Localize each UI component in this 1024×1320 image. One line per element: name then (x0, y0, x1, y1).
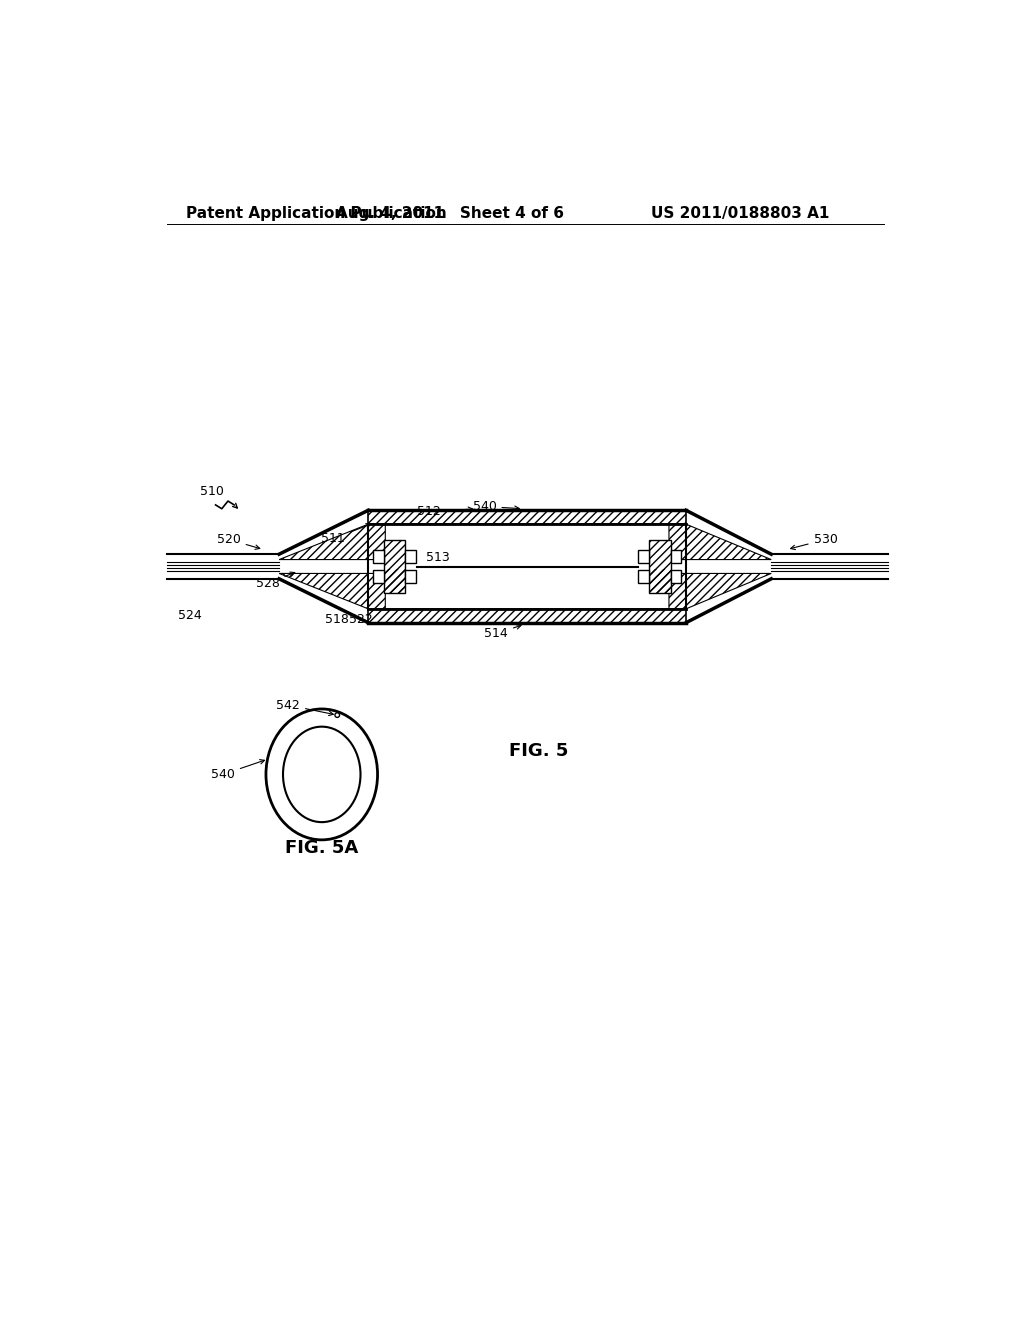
Text: FIG. 5A: FIG. 5A (285, 838, 358, 857)
Text: 514: 514 (484, 624, 521, 640)
Text: Aug. 4, 2011   Sheet 4 of 6: Aug. 4, 2011 Sheet 4 of 6 (336, 206, 563, 222)
Bar (638, 570, 649, 582)
Polygon shape (280, 573, 385, 609)
Text: FIG. 5: FIG. 5 (509, 742, 568, 760)
Bar (671, 550, 681, 562)
Text: 540: 540 (472, 500, 519, 513)
Bar (369, 609, 686, 623)
Text: 522: 522 (348, 614, 373, 627)
Bar (369, 524, 686, 609)
Bar (671, 570, 681, 582)
Text: 528: 528 (256, 572, 295, 590)
Bar (373, 570, 384, 582)
Ellipse shape (266, 709, 378, 840)
Polygon shape (280, 524, 385, 560)
Text: 513: 513 (426, 550, 451, 564)
Text: 530: 530 (791, 533, 838, 549)
Bar (369, 511, 686, 524)
Bar (649, 569, 671, 594)
Polygon shape (669, 524, 771, 560)
Polygon shape (669, 573, 771, 609)
Text: 524: 524 (178, 609, 202, 622)
Bar (406, 570, 417, 582)
Text: Patent Application Publication: Patent Application Publication (186, 206, 446, 222)
Text: 512: 512 (417, 506, 473, 519)
Bar (638, 550, 649, 562)
Circle shape (335, 713, 340, 718)
Text: 520: 520 (217, 533, 260, 549)
Ellipse shape (283, 726, 360, 822)
Bar (406, 550, 417, 562)
Text: 518: 518 (326, 614, 349, 627)
Bar (373, 550, 384, 562)
Bar (384, 569, 406, 594)
Text: 542: 542 (276, 698, 333, 715)
Bar (649, 540, 671, 594)
Text: US 2011/0188803 A1: US 2011/0188803 A1 (651, 206, 829, 222)
Text: 511: 511 (322, 524, 371, 545)
Bar (384, 540, 406, 594)
Text: 510: 510 (200, 484, 223, 498)
Text: 540: 540 (211, 759, 264, 781)
